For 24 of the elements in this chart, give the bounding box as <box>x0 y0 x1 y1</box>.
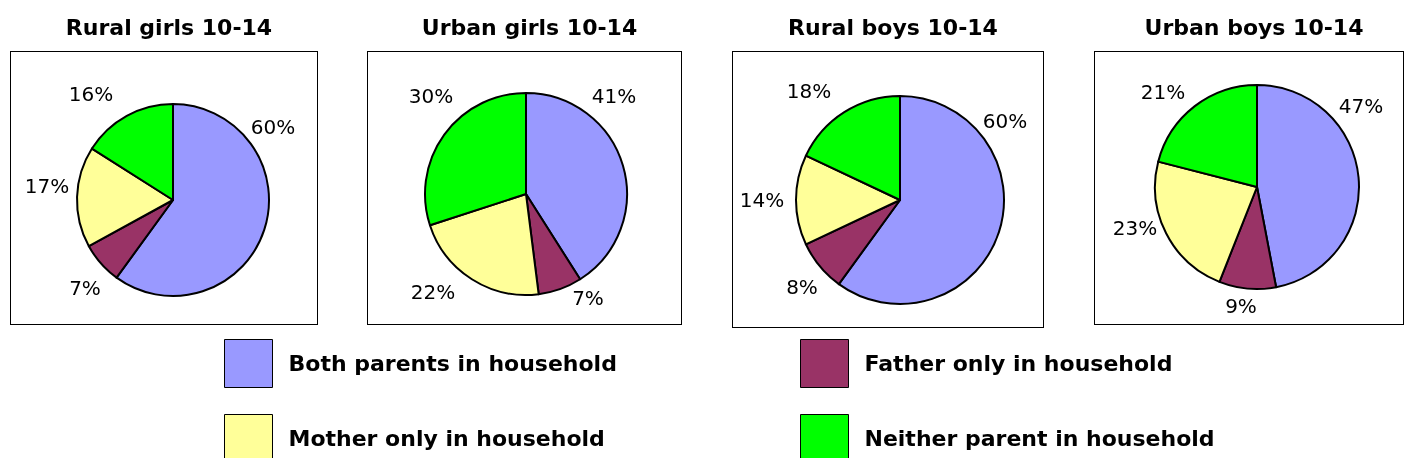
data-label: 17% <box>24 174 70 198</box>
data-label: 23% <box>1112 216 1158 240</box>
data-label: 21% <box>1140 80 1186 104</box>
legend-label: Neither parent in household <box>864 426 1215 451</box>
slice-label: Rural girls 10-14 <box>65 14 273 40</box>
legend-label: Father only in household <box>864 351 1173 376</box>
data-label: 7% <box>572 286 604 310</box>
data-label: 18% <box>786 79 832 103</box>
data-label: 41% <box>591 84 637 108</box>
slice-label: Rural boys 10-14 <box>788 14 998 40</box>
slice-label: Urban girls 10-14 <box>421 14 638 40</box>
data-label: 30% <box>408 84 454 108</box>
data-label: 7% <box>69 276 101 300</box>
data-label: 60% <box>982 109 1028 133</box>
slice-label: Urban boys 10-14 <box>1144 14 1364 40</box>
data-label: 8% <box>786 275 818 299</box>
data-label: 14% <box>739 188 785 212</box>
data-label: 47% <box>1338 94 1384 118</box>
data-label: 16% <box>68 82 114 106</box>
legend-label: Both parents in household <box>288 351 617 376</box>
data-label: 22% <box>410 280 456 304</box>
data-label: 60% <box>250 115 296 139</box>
data-label: 9% <box>1225 294 1257 318</box>
legend-label: Mother only in household <box>288 426 605 451</box>
